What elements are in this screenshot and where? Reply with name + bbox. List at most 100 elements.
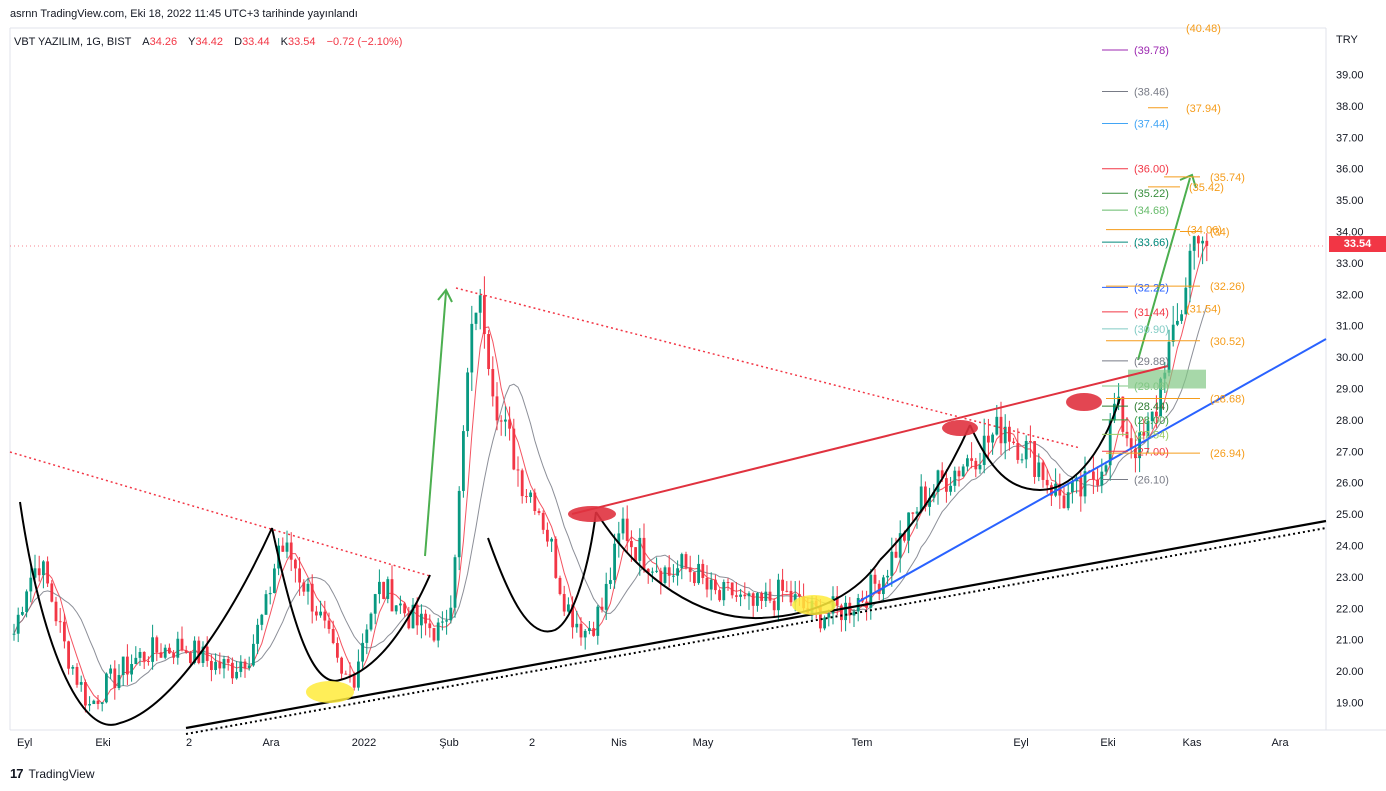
cup-arc-2[interactable] bbox=[271, 527, 431, 682]
cup-arc-1[interactable] bbox=[19, 501, 273, 726]
candle-body bbox=[1054, 483, 1057, 496]
fib-level-label: (29.88) bbox=[1134, 356, 1169, 368]
candle-body bbox=[126, 656, 129, 675]
cup-arc-5[interactable] bbox=[879, 424, 971, 561]
candle-body bbox=[63, 621, 66, 642]
candle-body bbox=[852, 611, 856, 616]
fib-level-label-orange: (26.94) bbox=[1210, 448, 1245, 460]
fib-level-label: (28.44) bbox=[1134, 401, 1169, 413]
candle-body bbox=[961, 466, 965, 477]
candle-body bbox=[869, 574, 873, 608]
candle-body bbox=[235, 671, 238, 679]
candle-body bbox=[693, 572, 696, 584]
cup-arc-6[interactable] bbox=[969, 397, 1121, 492]
candle-body bbox=[21, 612, 24, 615]
symbol-name[interactable]: VBT YAZILIM, 1G, BIST bbox=[14, 36, 132, 48]
candle-body bbox=[92, 700, 96, 705]
candle-body bbox=[428, 623, 432, 629]
candle-body bbox=[1197, 236, 1200, 244]
footer-brand[interactable]: 17 TradingView bbox=[10, 766, 95, 781]
candle-body bbox=[134, 657, 138, 664]
candle-body bbox=[348, 674, 352, 676]
candle-body bbox=[512, 428, 516, 470]
fib-level-label: (33.66) bbox=[1134, 237, 1169, 249]
fib-level-label: (28.00) bbox=[1134, 415, 1169, 427]
candle-body bbox=[634, 547, 637, 561]
candle-body bbox=[1045, 479, 1049, 486]
x-tick-label: 2 bbox=[186, 737, 192, 749]
candle-body bbox=[739, 594, 742, 597]
candle-body bbox=[1159, 378, 1162, 417]
candle-body bbox=[214, 661, 217, 671]
candle-body bbox=[613, 543, 616, 581]
candle-body bbox=[1121, 396, 1125, 432]
candle-body bbox=[407, 613, 411, 629]
top-marker bbox=[1066, 393, 1102, 411]
candle-body bbox=[583, 630, 587, 638]
candle-body bbox=[756, 593, 759, 606]
candle-body bbox=[378, 581, 381, 595]
descending-trend-line-1[interactable] bbox=[9, 451, 431, 577]
moving-average-line-2 bbox=[13, 305, 1208, 688]
candle-body bbox=[168, 647, 171, 654]
candle-body bbox=[33, 568, 37, 578]
candle-body bbox=[504, 419, 507, 422]
support-line-dotted[interactable] bbox=[185, 527, 1327, 735]
y-tick-label: 26.00 bbox=[1336, 478, 1364, 490]
fib-level-label-orange: (37.94) bbox=[1186, 103, 1221, 115]
candle-body bbox=[877, 583, 881, 595]
long-term-support-line[interactable] bbox=[185, 519, 1327, 730]
top-marker bbox=[942, 420, 978, 436]
candle-body bbox=[991, 434, 994, 443]
candle-body bbox=[1024, 440, 1028, 460]
resistance-line[interactable] bbox=[571, 365, 1169, 515]
fib-level-label: (39.78) bbox=[1134, 45, 1169, 57]
fib-level-label: (38.46) bbox=[1134, 86, 1169, 98]
y-tick-label: 37.00 bbox=[1336, 132, 1364, 144]
descending-trend-line-2[interactable] bbox=[455, 287, 1081, 449]
candle-body bbox=[46, 561, 49, 584]
y-tick-label: 35.00 bbox=[1336, 195, 1364, 207]
candle-body bbox=[508, 419, 511, 429]
candle-body bbox=[970, 458, 973, 461]
candle-body bbox=[1171, 324, 1175, 342]
x-tick-label: Ara bbox=[1271, 737, 1289, 749]
y-tick-label: 20.00 bbox=[1336, 666, 1364, 678]
candle-body bbox=[1092, 471, 1095, 480]
candle-body bbox=[1041, 462, 1045, 480]
candle-body bbox=[487, 334, 490, 370]
target-arrow-head bbox=[1179, 173, 1197, 189]
cup-arc-4[interactable] bbox=[595, 511, 881, 620]
candle-body bbox=[546, 529, 549, 542]
candle-body bbox=[785, 590, 789, 592]
candle-body bbox=[982, 435, 986, 465]
candle-body bbox=[54, 601, 58, 622]
fib-level-label-orange: (34) bbox=[1210, 227, 1230, 239]
candle-body bbox=[42, 561, 45, 576]
cup-arc-3[interactable] bbox=[487, 511, 597, 633]
candle-body bbox=[37, 568, 41, 576]
candle-body bbox=[659, 570, 663, 583]
x-tick-label: Eki bbox=[95, 737, 110, 749]
y-tick-label: 28.00 bbox=[1336, 415, 1364, 427]
candle-body bbox=[151, 637, 154, 662]
candle-body bbox=[449, 607, 453, 621]
open-label: A bbox=[142, 36, 150, 48]
rising-support-line[interactable] bbox=[857, 338, 1327, 603]
candle-body bbox=[273, 568, 276, 593]
candle-body bbox=[915, 511, 919, 514]
candle-body bbox=[310, 583, 314, 612]
brand-name: TradingView bbox=[28, 766, 95, 781]
candle-body bbox=[554, 538, 558, 578]
candle-body bbox=[12, 633, 16, 635]
candle-body bbox=[701, 563, 705, 578]
x-tick-label: Eyl bbox=[17, 737, 32, 749]
candle-body bbox=[777, 579, 780, 611]
low-value: 33.44 bbox=[242, 36, 270, 48]
candle-body bbox=[247, 665, 251, 669]
candle-body bbox=[365, 629, 369, 643]
candle-body bbox=[357, 661, 360, 688]
candle-body bbox=[735, 595, 738, 597]
candle-body bbox=[596, 606, 600, 636]
